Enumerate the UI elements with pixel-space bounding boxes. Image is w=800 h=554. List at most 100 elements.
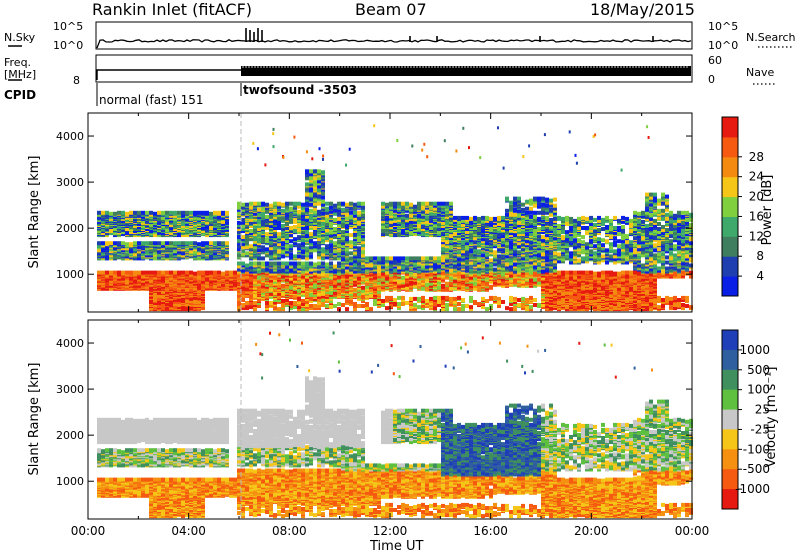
heatmap-cell xyxy=(177,290,181,295)
heatmap-cell xyxy=(317,252,321,257)
heatmap-cell xyxy=(141,210,145,215)
heatmap-cell xyxy=(289,217,293,222)
heatmap-cell xyxy=(345,299,349,303)
heatmap-cell xyxy=(177,231,181,236)
heatmap-cell xyxy=(109,214,113,219)
heatmap-cell xyxy=(289,255,293,260)
heatmap-cell xyxy=(297,235,301,240)
heatmap-cell xyxy=(381,204,385,209)
heatmap-cell xyxy=(329,299,333,303)
heatmap-cell xyxy=(321,252,325,257)
heatmap-cell xyxy=(253,237,257,242)
heatmap-cell xyxy=(345,307,349,312)
heatmap-cell xyxy=(349,233,353,238)
heatmap-cell xyxy=(281,245,285,250)
heatmap-cell xyxy=(197,242,201,247)
heatmap-cell xyxy=(205,210,209,215)
heatmap-cell xyxy=(293,229,297,233)
heatmap-cell xyxy=(357,225,361,229)
heatmap-cell xyxy=(305,176,309,181)
heatmap-cell xyxy=(133,252,137,257)
nsky-label: N.Sky xyxy=(4,31,36,44)
heatmap-cell xyxy=(349,244,353,249)
heatmap-cell xyxy=(421,225,425,229)
heatmap-cell xyxy=(157,241,161,246)
heatmap-cell xyxy=(169,231,173,236)
heatmap-cell xyxy=(393,259,397,264)
heatmap-cell xyxy=(201,210,205,215)
heatmap-cell xyxy=(225,241,229,246)
heatmap-cell xyxy=(157,286,161,291)
heatmap-cell xyxy=(253,301,257,305)
heatmap-cell xyxy=(273,214,277,219)
heatmap-cell xyxy=(145,246,149,251)
heatmap-cell xyxy=(349,214,353,219)
heatmap-cell xyxy=(205,241,209,246)
heatmap-cell xyxy=(413,256,417,261)
heatmap-cell xyxy=(181,241,185,246)
heatmap-cell xyxy=(353,237,357,242)
heatmap-cell xyxy=(425,299,429,303)
heatmap-cell xyxy=(173,241,177,246)
heatmap-cell xyxy=(265,306,269,311)
heatmap-cell xyxy=(349,300,353,304)
heatmap-cell xyxy=(325,304,329,308)
heatmap-cell xyxy=(397,302,401,306)
heatmap-cell xyxy=(361,294,365,299)
heatmap-cell xyxy=(393,302,397,306)
heatmap-cell xyxy=(241,290,245,295)
heatmap-cell xyxy=(157,270,161,275)
heatmap-cell xyxy=(341,201,345,206)
heatmap-cell xyxy=(317,209,321,214)
heatmap-cell xyxy=(421,256,425,261)
heatmap-cell xyxy=(261,222,265,226)
heatmap-cell xyxy=(305,229,309,233)
heatmap-cell xyxy=(181,222,185,226)
heatmap-cell xyxy=(153,211,157,216)
heatmap-cell xyxy=(345,237,349,242)
heatmap-cell xyxy=(141,252,145,257)
heatmap-cell xyxy=(309,254,313,259)
heatmap-cell xyxy=(337,201,341,206)
heatmap-cell xyxy=(249,289,253,294)
heatmap-cell xyxy=(317,243,321,248)
heatmap-cell xyxy=(249,237,253,242)
heatmap-cell xyxy=(281,254,285,259)
heatmap-cell xyxy=(325,210,329,215)
heatmap-cell xyxy=(325,236,329,241)
heatmap-cell xyxy=(237,253,241,258)
heatmap-cell xyxy=(265,301,269,305)
heatmap-cell xyxy=(213,210,217,215)
heatmap-cell xyxy=(301,202,305,207)
heatmap-cell xyxy=(249,244,253,249)
heatmap-cell xyxy=(325,228,329,232)
heatmap-cell xyxy=(297,201,301,206)
freq-unit-label: [MHz] xyxy=(4,68,36,81)
heatmap-cell xyxy=(317,223,321,227)
heatmap-cell xyxy=(245,230,249,235)
heatmap-cell xyxy=(329,230,333,235)
heatmap-cell xyxy=(293,254,297,259)
heatmap-cell xyxy=(145,219,149,224)
heatmap-cell xyxy=(293,305,297,310)
heatmap-cell xyxy=(209,211,213,216)
heatmap-cell xyxy=(285,284,289,289)
heatmap-cell xyxy=(257,211,261,216)
heatmap-cell xyxy=(129,270,133,275)
heatmap-cell xyxy=(333,207,337,212)
heatmap-cell xyxy=(281,208,285,213)
heatmap-cell xyxy=(205,228,209,232)
heatmap-cell xyxy=(281,299,285,303)
heatmap-cell xyxy=(301,255,305,260)
heatmap-cell xyxy=(293,264,297,269)
heatmap-cell xyxy=(305,238,309,243)
heatmap-cell xyxy=(337,256,341,261)
heatmap-cell xyxy=(269,237,273,242)
heatmap-cell xyxy=(389,209,393,214)
cpid-mode-2: twofsound -3503 xyxy=(243,83,357,97)
heatmap-cell xyxy=(353,276,357,281)
heatmap-cell xyxy=(385,298,389,302)
heatmap-cell xyxy=(225,210,229,215)
heatmap-cell xyxy=(305,207,309,212)
heatmap-cell xyxy=(365,275,369,280)
